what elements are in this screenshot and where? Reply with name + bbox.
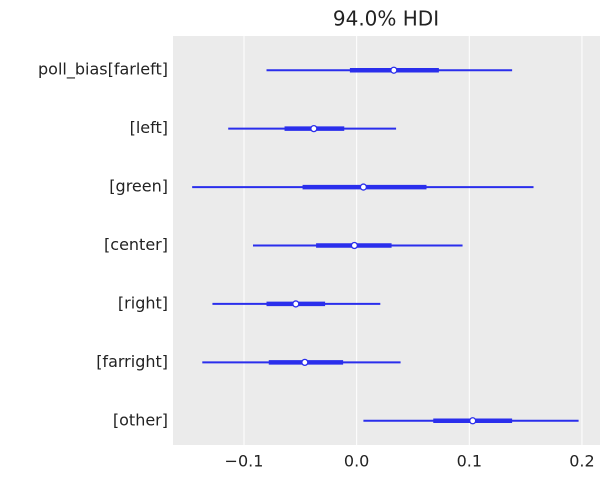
y-tick-label: [other]	[113, 410, 168, 429]
x-tick-label: 0.2	[569, 452, 594, 471]
plot-area	[173, 36, 600, 445]
median-marker	[310, 124, 318, 133]
y-tick-label: poll_bias[farleft]	[38, 60, 168, 80]
x-tick-label: −0.1	[225, 452, 264, 471]
x-tick-label: 0.0	[344, 452, 369, 471]
median-marker	[301, 358, 309, 367]
median-marker	[292, 300, 300, 308]
y-tick-label: [farright]	[96, 352, 168, 371]
y-tick-label: [left]	[130, 118, 168, 137]
y-tick-label: [center]	[104, 235, 168, 254]
median-marker	[350, 241, 359, 250]
y-tick-label: [green]	[109, 177, 168, 196]
chart-title: 94.0% HDI	[333, 7, 439, 31]
x-tick-label: 0.1	[457, 452, 482, 471]
median-marker	[390, 66, 398, 74]
median-marker	[469, 417, 477, 425]
median-marker	[359, 183, 368, 191]
y-tick-label: [right]	[118, 293, 168, 312]
